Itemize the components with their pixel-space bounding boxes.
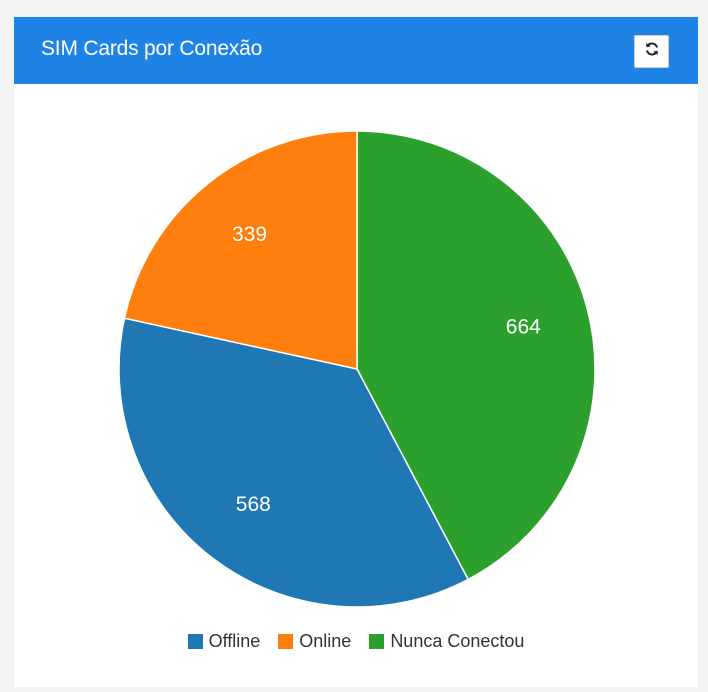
pie-slice-offline[interactable] (118, 317, 470, 608)
chart-card: SIM Cards por Conexão 664 568 339 Offline O… (14, 17, 698, 687)
legend-swatch (278, 634, 294, 649)
card-title: SIM Cards por Conexão (41, 37, 263, 60)
slice-value-label: 339 (232, 223, 267, 246)
refresh-icon (644, 41, 660, 62)
legend-item-offline[interactable]: Offline (187, 631, 261, 652)
card-header: SIM Cards por Conexão (14, 17, 698, 84)
pie-chart: 664 568 339 (118, 130, 596, 608)
refresh-button[interactable] (634, 35, 669, 68)
legend-label: Offline (208, 631, 261, 651)
legend-swatch (187, 634, 203, 649)
slice-value-label: 664 (506, 315, 541, 338)
pie-slice-online[interactable] (123, 130, 358, 370)
chart-legend: Offline Online Nunca Conectou (14, 631, 698, 652)
legend-item-nunca-conectou[interactable]: Nunca Conectou (369, 631, 524, 652)
legend-label: Nunca Conectou (390, 631, 525, 651)
legend-item-online[interactable]: Online (278, 631, 351, 652)
legend-label: Online (299, 631, 352, 651)
slice-value-label: 568 (236, 493, 271, 516)
pie-slice-nunca-conectou[interactable] (356, 130, 596, 581)
legend-swatch (369, 634, 385, 649)
